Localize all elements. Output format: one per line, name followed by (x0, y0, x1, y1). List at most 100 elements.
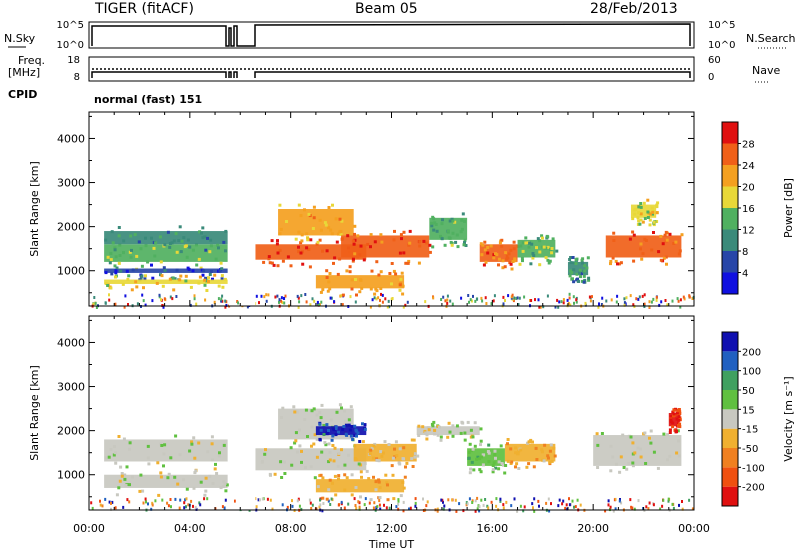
echo-cell (110, 230, 114, 234)
echo-cell (163, 443, 167, 447)
echo-cell (455, 233, 459, 237)
echo-cell (538, 263, 542, 267)
echo-cell (546, 258, 550, 262)
echo-cell (329, 418, 333, 422)
echo-cell (363, 427, 367, 431)
echo-cell (371, 456, 375, 460)
echo-cell (388, 272, 392, 275)
echo-cell (160, 274, 164, 278)
echo-cell (385, 481, 389, 485)
echo-cell (422, 239, 426, 243)
y-tick-label: 2000 (57, 221, 85, 234)
noise-cell (281, 301, 284, 304)
noise-cell (357, 500, 360, 504)
echo-cell (399, 277, 403, 281)
echo-cell (369, 448, 373, 452)
echo-cell (666, 458, 669, 462)
echo-cell (541, 236, 544, 240)
echo-cell (341, 428, 345, 432)
echo-cell (316, 240, 320, 244)
echo-cell (349, 434, 353, 438)
echo-cell (337, 430, 340, 434)
echo-cell (568, 274, 572, 278)
noise-cell (340, 500, 343, 504)
echo-cell (182, 478, 186, 482)
echo-cell (205, 279, 209, 283)
echo-region (104, 474, 228, 488)
echo-cell (467, 456, 471, 460)
echo-cell (482, 263, 486, 267)
echo-cell (650, 248, 654, 252)
echo-cell (104, 282, 108, 285)
noise-cell (442, 500, 444, 504)
echo-cell (281, 259, 285, 263)
noise-cell (309, 303, 312, 307)
echo-cell (162, 266, 166, 270)
nsky-frame (88, 21, 695, 49)
noise-cell (512, 299, 515, 303)
colorbar-tick-label: -200 (742, 483, 765, 494)
echo-cell (538, 239, 542, 243)
noise-cell (322, 502, 325, 505)
echo-cell (368, 452, 372, 456)
noise-cell (354, 300, 357, 304)
echo-cell (489, 244, 493, 248)
echo-cell (355, 254, 359, 258)
y-tick-label: 4000 (57, 132, 85, 145)
echo-cell (140, 264, 144, 268)
noise-cell (422, 497, 424, 501)
echo-cell (280, 476, 284, 479)
echo-cell (195, 263, 199, 267)
noise-cell (93, 296, 96, 299)
noise-cell (610, 298, 613, 302)
colorbar-tick-label: 4 (742, 269, 748, 280)
echo-cell (538, 250, 542, 254)
echo-cell (337, 451, 341, 455)
echo-cell (655, 220, 659, 223)
noise-cell (380, 292, 382, 296)
echo-cell (146, 456, 150, 460)
echo-cell (478, 468, 482, 472)
noise-cell (499, 497, 502, 501)
echo-cell (299, 214, 303, 218)
noise-cell (557, 504, 560, 508)
echo-cell (319, 416, 323, 420)
echo-cell (283, 460, 286, 464)
echo-cell (550, 251, 554, 255)
noise-cell (184, 498, 187, 502)
echo-cell (678, 422, 682, 426)
echo-cell (279, 227, 283, 231)
echo-cell (401, 480, 405, 484)
echo-cell (312, 216, 316, 220)
noise-cell (375, 297, 378, 301)
noise-cell (542, 305, 545, 309)
echo-cell (678, 425, 682, 429)
noise-cell (623, 297, 626, 301)
echo-cell (300, 449, 303, 453)
noise-cell (206, 497, 209, 501)
echo-cell (379, 270, 383, 274)
noise-cell (330, 497, 333, 501)
echo-cell (479, 242, 483, 246)
noise-cell (446, 298, 449, 302)
echo-cell (343, 463, 347, 467)
echo-cell (338, 230, 342, 234)
echo-cell (347, 418, 351, 422)
echo-cell (350, 425, 354, 428)
noise-cell (444, 299, 447, 303)
noise-cell (516, 296, 519, 300)
noise-cell (330, 296, 333, 300)
noise-cell (462, 509, 465, 513)
noise-cell (233, 499, 236, 503)
echo-cell (473, 444, 477, 448)
echo-cell (612, 231, 616, 235)
noise-cell (637, 499, 640, 503)
echo-cell (350, 493, 354, 497)
noise-cell (296, 294, 299, 298)
echo-cell (154, 241, 158, 245)
noise-cell (447, 498, 450, 502)
noise-cell (533, 509, 536, 513)
echo-cell (677, 454, 681, 458)
echo-cell (370, 269, 374, 273)
echo-cell (310, 444, 313, 448)
